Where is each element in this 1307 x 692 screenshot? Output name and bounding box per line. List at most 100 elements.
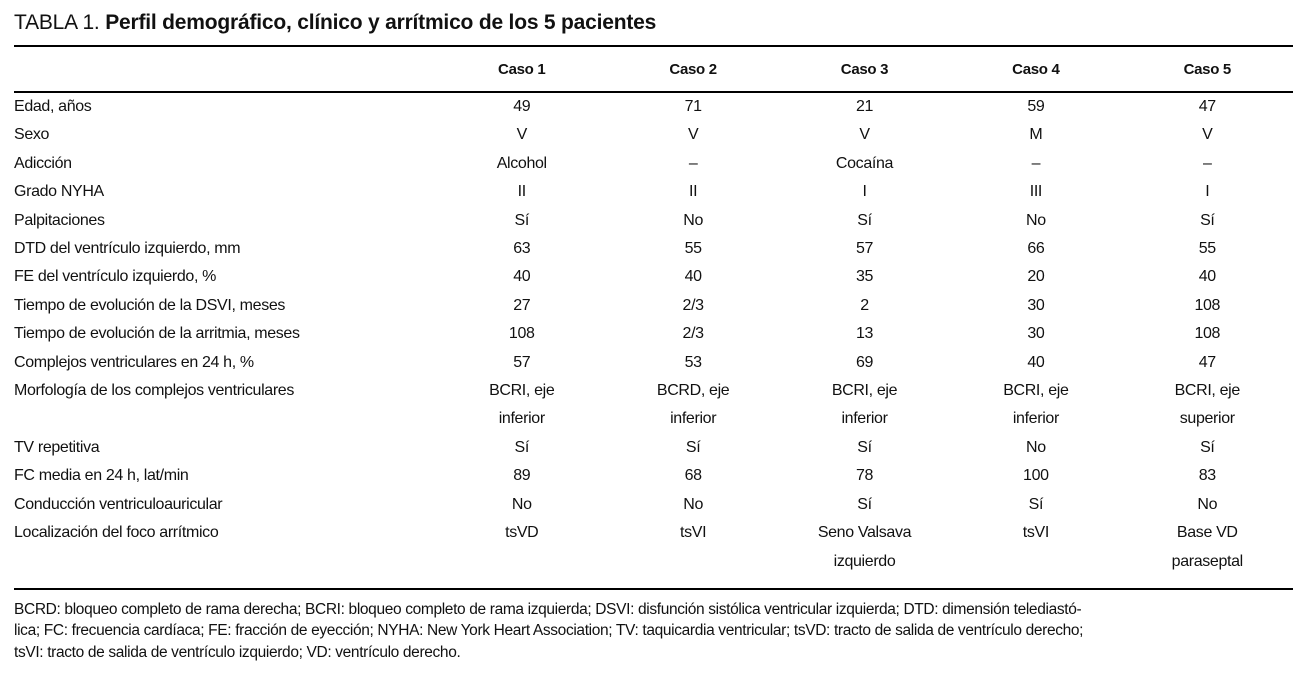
column-header-caso5: Caso 5 bbox=[1121, 47, 1293, 93]
rule-top bbox=[14, 45, 1293, 47]
data-cell: 53 bbox=[684, 353, 702, 371]
data-cell: Sí bbox=[685, 438, 701, 456]
data-cell: 40 bbox=[684, 268, 702, 286]
data-cell: BCRI, eje inferior bbox=[831, 382, 898, 428]
row-label: FC media en 24 h, lat/min bbox=[14, 467, 189, 485]
column-header-caso4: Caso 4 bbox=[950, 47, 1122, 93]
table-row-tiempo-dsvi: Tiempo de evolución de la DSVI, meses 27… bbox=[14, 292, 1293, 320]
row-label: Edad, años bbox=[14, 98, 92, 115]
data-cell: Sí bbox=[514, 211, 530, 229]
data-cell: 108 bbox=[1194, 325, 1221, 343]
data-cell: II bbox=[689, 183, 698, 201]
data-cell: 69 bbox=[855, 353, 874, 371]
table-row-tiempo-arritmia: Tiempo de evolución de la arritmia, mese… bbox=[14, 320, 1293, 348]
data-cell: BCRI, eje inferior bbox=[489, 382, 555, 428]
data-cell: 59 bbox=[1027, 98, 1045, 115]
data-cell: 57 bbox=[855, 240, 874, 258]
table-row-fc-media: FC media en 24 h, lat/min 89 68 78 100 8… bbox=[14, 462, 1293, 490]
patients-table: Caso 1 Caso 2 Caso 3 Caso 4 Caso 5 Edad,… bbox=[14, 47, 1293, 576]
column-header-caso2: Caso 2 bbox=[607, 47, 779, 93]
row-label: Morfología de los complejos ventriculare… bbox=[14, 382, 295, 400]
data-cell: Sí bbox=[857, 438, 872, 456]
table-title-text: Perfil demográfico, clínico y arrítmico … bbox=[105, 11, 657, 34]
data-cell: – bbox=[688, 154, 698, 172]
column-header-caso3: Caso 3 bbox=[778, 47, 951, 93]
data-cell: 108 bbox=[508, 325, 535, 343]
data-cell: V bbox=[516, 126, 528, 144]
data-cell: V bbox=[1202, 126, 1213, 144]
data-cell: V bbox=[859, 126, 870, 144]
table-row-adiccion: Adicción Alcohol – Cocaína – – bbox=[14, 150, 1293, 178]
data-cell: I bbox=[1205, 183, 1210, 201]
data-cell: tsVI bbox=[1022, 524, 1050, 542]
table-body: Edad, años 49 71 21 59 47 Sexo V V V M V… bbox=[14, 92, 1293, 576]
data-cell: Seno Valsava izquierdo bbox=[817, 524, 912, 570]
table-row-fe: FE del ventrículo izquierdo, % 40 40 35 … bbox=[14, 263, 1293, 291]
data-cell: I bbox=[862, 183, 867, 201]
row-label: Grado NYHA bbox=[14, 183, 104, 201]
row-label: Complejos ventriculares en 24 h, % bbox=[14, 353, 254, 371]
table-row-morfologia: Morfología de los complejos ventriculare… bbox=[14, 377, 1293, 434]
data-cell: 55 bbox=[1198, 240, 1216, 258]
table-page: TABLA 1. Perfil demográfico, clínico y a… bbox=[0, 11, 1307, 663]
rule-bottom bbox=[14, 587, 1293, 590]
table-row-palpitaciones: Palpitaciones Sí No Sí No Sí bbox=[14, 207, 1293, 235]
table-row-tv-repetitiva: TV repetitiva Sí Sí Sí No Sí bbox=[14, 434, 1293, 462]
data-cell: 47 bbox=[1198, 98, 1216, 115]
data-cell: Cocaína bbox=[835, 154, 894, 172]
data-cell: 2 bbox=[860, 296, 869, 314]
data-cell: BCRD, eje inferior bbox=[656, 382, 730, 428]
data-cell: 2/3 bbox=[682, 296, 705, 314]
row-label: TV repetitiva bbox=[14, 438, 100, 456]
data-cell: III bbox=[1029, 183, 1043, 201]
table-row-dtd: DTD del ventrículo izquierdo, mm 63 55 5… bbox=[14, 235, 1293, 263]
data-cell: 78 bbox=[855, 467, 874, 485]
header-row: Caso 1 Caso 2 Caso 3 Caso 4 Caso 5 bbox=[14, 47, 1293, 93]
data-cell: Sí bbox=[857, 211, 872, 229]
row-label: Palpitaciones bbox=[14, 211, 105, 229]
row-label: Tiempo de evolución de la arritmia, mese… bbox=[14, 325, 300, 343]
table-row-complejos: Complejos ventriculares en 24 h, % 57 53… bbox=[14, 349, 1293, 377]
data-cell: 2/3 bbox=[682, 325, 705, 343]
data-cell: BCRI, eje inferior bbox=[1003, 382, 1069, 428]
table-row-edad: Edad, años 49 71 21 59 47 bbox=[14, 92, 1293, 121]
data-cell: 83 bbox=[1198, 467, 1216, 485]
data-cell: tsVI bbox=[680, 524, 707, 542]
data-cell: 20 bbox=[1027, 268, 1045, 286]
data-cell: Sí bbox=[1200, 211, 1215, 229]
data-cell: – bbox=[1203, 154, 1212, 172]
data-cell: 47 bbox=[1198, 353, 1216, 371]
data-cell: 108 bbox=[1194, 296, 1221, 314]
footnote-abbreviations: BCRD: bloqueo completo de rama derecha; … bbox=[14, 600, 1084, 661]
data-cell: 71 bbox=[684, 98, 702, 115]
data-cell: – bbox=[1031, 154, 1041, 172]
data-cell: 30 bbox=[1027, 296, 1045, 314]
data-cell: No bbox=[683, 211, 703, 229]
row-label: Tiempo de evolución de la DSVI, meses bbox=[14, 296, 286, 314]
row-label: Adicción bbox=[14, 154, 72, 172]
row-label: Conducción ventriculoauricular bbox=[14, 495, 223, 513]
data-cell: 49 bbox=[513, 98, 531, 115]
data-cell: II bbox=[517, 183, 527, 201]
data-cell: 21 bbox=[855, 98, 874, 115]
data-cell: No bbox=[1025, 438, 1046, 456]
data-cell: 100 bbox=[1023, 467, 1049, 485]
data-cell: tsVD bbox=[505, 524, 539, 542]
data-cell: 30 bbox=[1027, 325, 1045, 343]
table-row-localizacion: Localización del foco arrítmico tsVD tsV… bbox=[14, 519, 1293, 576]
data-cell: Base VD paraseptal bbox=[1171, 524, 1244, 570]
data-cell: 66 bbox=[1027, 240, 1045, 258]
data-cell: 40 bbox=[513, 268, 531, 286]
table-row-sexo: Sexo V V V M V bbox=[14, 121, 1293, 149]
corner-cell bbox=[14, 47, 437, 93]
data-cell: 55 bbox=[684, 240, 702, 258]
data-cell: Sí bbox=[857, 495, 872, 513]
table-row-nyha: Grado NYHA II II I III I bbox=[14, 178, 1293, 206]
data-cell: Alcohol bbox=[496, 154, 547, 172]
data-cell: No bbox=[1025, 211, 1046, 229]
column-header-caso1: Caso 1 bbox=[436, 47, 608, 93]
row-label: DTD del ventrículo izquierdo, mm bbox=[14, 240, 241, 258]
data-cell: Sí bbox=[514, 438, 530, 456]
data-cell: 27 bbox=[513, 296, 531, 314]
data-cell: V bbox=[687, 126, 699, 144]
